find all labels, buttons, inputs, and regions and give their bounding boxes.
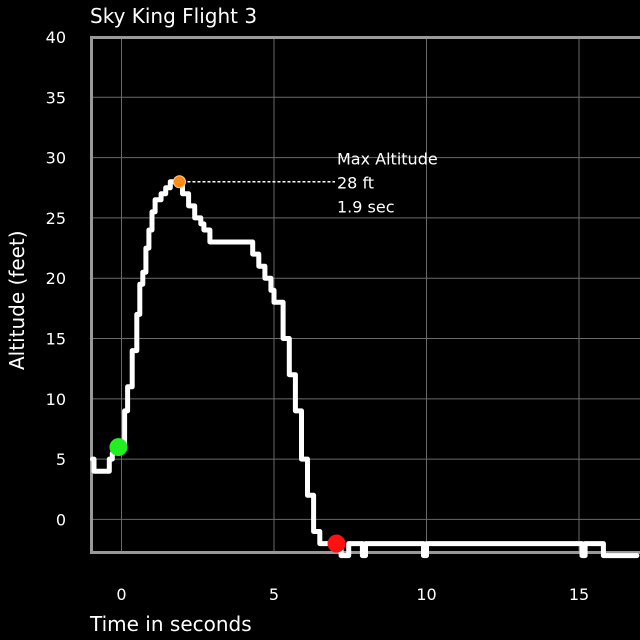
y-tick-label: 10 xyxy=(46,390,66,409)
annotation-line-2: 28 ft xyxy=(337,174,374,193)
y-tick-label: 25 xyxy=(46,209,66,228)
y-tick-label: 35 xyxy=(46,88,66,107)
y-axis-label: Altitude (feet) xyxy=(5,230,29,370)
y-tick-label: 0 xyxy=(56,510,66,529)
grid xyxy=(91,36,640,552)
x-tick-label: 10 xyxy=(416,585,436,604)
annotation-line-1: Max Altitude xyxy=(337,150,438,169)
chart-title: Sky King Flight 3 xyxy=(90,4,258,28)
landing-marker xyxy=(327,534,346,553)
annotation-line-3: 1.9 sec xyxy=(337,198,395,217)
x-axis-label: Time in seconds xyxy=(89,612,252,636)
y-tick-label: 5 xyxy=(56,450,66,469)
x-tick-label: 15 xyxy=(569,585,589,604)
altitude-series-line xyxy=(90,179,640,559)
y-tick-label: 40 xyxy=(46,28,66,47)
plot-frame xyxy=(90,36,640,554)
y-tick-label: 20 xyxy=(46,269,66,288)
x-tick-labels: 0 5 10 15 xyxy=(116,585,589,604)
y-tick-label: 30 xyxy=(46,149,66,168)
x-tick-label: 5 xyxy=(269,585,279,604)
max-altitude-annotation: Max Altitude 28 ft 1.9 sec xyxy=(337,150,438,217)
x-tick-label: 0 xyxy=(116,585,126,604)
max-altitude-marker xyxy=(172,175,186,189)
launch-marker xyxy=(109,438,128,457)
y-tick-label: 15 xyxy=(46,330,66,349)
y-tick-labels: 0 5 10 15 20 25 30 35 40 xyxy=(46,28,66,529)
markers xyxy=(109,175,346,553)
